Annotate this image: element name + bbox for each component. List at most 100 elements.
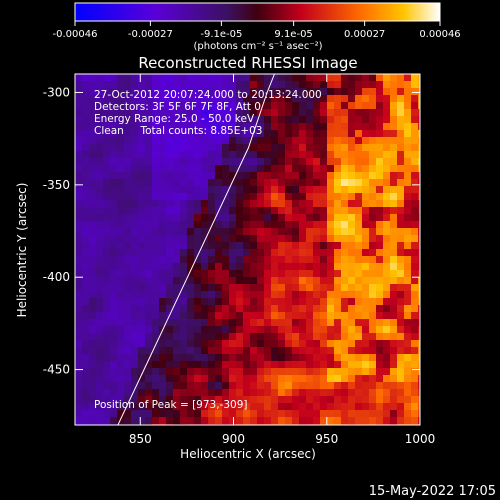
chart-title: Reconstructed RHESSI Image	[138, 54, 357, 72]
heatmap-pixel	[208, 396, 216, 404]
heatmap-pixel	[341, 361, 349, 369]
heatmap-pixel	[369, 179, 377, 187]
heatmap-pixel	[362, 333, 370, 341]
heatmap-pixel	[89, 368, 97, 376]
heatmap-pixel	[292, 326, 300, 334]
heatmap-pixel	[348, 151, 356, 159]
heatmap-pixel	[327, 319, 335, 327]
heatmap-pixel	[208, 354, 216, 362]
heatmap-pixel	[208, 102, 216, 110]
heatmap-pixel	[411, 368, 419, 376]
heatmap-pixel	[264, 305, 272, 313]
heatmap-pixel	[418, 291, 420, 299]
heatmap-pixel	[124, 277, 132, 285]
heatmap-pixel	[376, 403, 384, 411]
heatmap-pixel	[334, 403, 342, 411]
heatmap-pixel	[124, 81, 132, 89]
heatmap-pixel	[103, 172, 111, 180]
heatmap-pixel	[75, 410, 83, 418]
heatmap-pixel	[236, 417, 244, 425]
heatmap-pixel	[285, 263, 293, 271]
heatmap-pixel	[271, 368, 279, 376]
heatmap-pixel	[348, 256, 356, 264]
heatmap-pixel	[404, 221, 412, 229]
heatmap-pixel	[264, 326, 272, 334]
heatmap-pixel	[166, 270, 174, 278]
heatmap-pixel	[138, 158, 146, 166]
heatmap-pixel	[166, 417, 174, 425]
heatmap-pixel	[145, 242, 153, 250]
heatmap-pixel	[138, 228, 146, 236]
heatmap-pixel	[82, 137, 90, 145]
heatmap-pixel	[362, 347, 370, 355]
heatmap-pixel	[194, 172, 202, 180]
heatmap-pixel	[362, 165, 370, 173]
heatmap-pixel	[180, 270, 188, 278]
heatmap-pixel	[103, 270, 111, 278]
heatmap-pixel	[152, 193, 160, 201]
heatmap-pixel	[131, 102, 139, 110]
heatmap-pixel	[348, 312, 356, 320]
heatmap-pixel	[243, 312, 251, 320]
heatmap-pixel	[257, 158, 265, 166]
heatmap-pixel	[362, 403, 370, 411]
heatmap-pixel	[418, 95, 420, 103]
colorbar-tick-label: -0.00027	[128, 29, 173, 40]
heatmap-pixel	[103, 354, 111, 362]
heatmap-pixel	[418, 137, 420, 145]
heatmap-pixel	[187, 137, 195, 145]
heatmap-pixel	[376, 298, 384, 306]
heatmap-pixel	[376, 186, 384, 194]
heatmap-pixel	[306, 256, 314, 264]
heatmap-pixel	[313, 361, 321, 369]
heatmap-pixel	[222, 88, 230, 96]
heatmap-pixel	[285, 186, 293, 194]
heatmap-pixel	[334, 354, 342, 362]
heatmap-pixel	[110, 305, 118, 313]
heatmap-pixel	[257, 235, 265, 243]
heatmap-pixel	[124, 116, 132, 124]
heatmap-pixel	[173, 228, 181, 236]
heatmap-pixel	[243, 298, 251, 306]
heatmap-pixel	[194, 151, 202, 159]
heatmap-pixel	[397, 116, 405, 124]
heatmap-pixel	[131, 284, 139, 292]
heatmap-pixel	[131, 256, 139, 264]
heatmap-pixel	[159, 361, 167, 369]
heatmap-pixel	[320, 179, 328, 187]
heatmap-pixel	[341, 284, 349, 292]
heatmap-pixel	[411, 109, 419, 117]
heatmap-pixel	[75, 193, 83, 201]
heatmap-pixel	[166, 130, 174, 138]
heatmap-pixel	[166, 410, 174, 418]
heatmap-pixel	[313, 270, 321, 278]
y-tick-label: -350	[43, 178, 70, 192]
heatmap-pixel	[236, 298, 244, 306]
heatmap-pixel	[222, 319, 230, 327]
heatmap-pixel	[96, 186, 104, 194]
colorbar-tick-label: 9.1e-05	[274, 29, 312, 40]
heatmap-pixel	[292, 214, 300, 222]
heatmap-pixel	[138, 137, 146, 145]
heatmap-pixel	[334, 193, 342, 201]
heatmap-pixel	[369, 305, 377, 313]
heatmap-pixel	[264, 242, 272, 250]
heatmap-pixel	[124, 228, 132, 236]
heatmap-pixel	[264, 340, 272, 348]
heatmap-pixel	[89, 88, 97, 96]
heatmap-pixel	[75, 347, 83, 355]
heatmap-pixel	[82, 165, 90, 173]
heatmap-pixel	[75, 130, 83, 138]
heatmap-pixel	[250, 172, 258, 180]
heatmap-pixel	[159, 417, 167, 425]
heatmap-pixel	[313, 319, 321, 327]
heatmap-pixel	[327, 396, 335, 404]
heatmap-pixel	[96, 165, 104, 173]
heatmap-pixel	[418, 165, 420, 173]
heatmap-pixel	[159, 151, 167, 159]
heatmap-pixel	[103, 165, 111, 173]
heatmap-pixel	[320, 200, 328, 208]
heatmap-pixel	[327, 88, 335, 96]
heatmap-pixel	[313, 165, 321, 173]
heatmap-pixel	[278, 165, 286, 173]
